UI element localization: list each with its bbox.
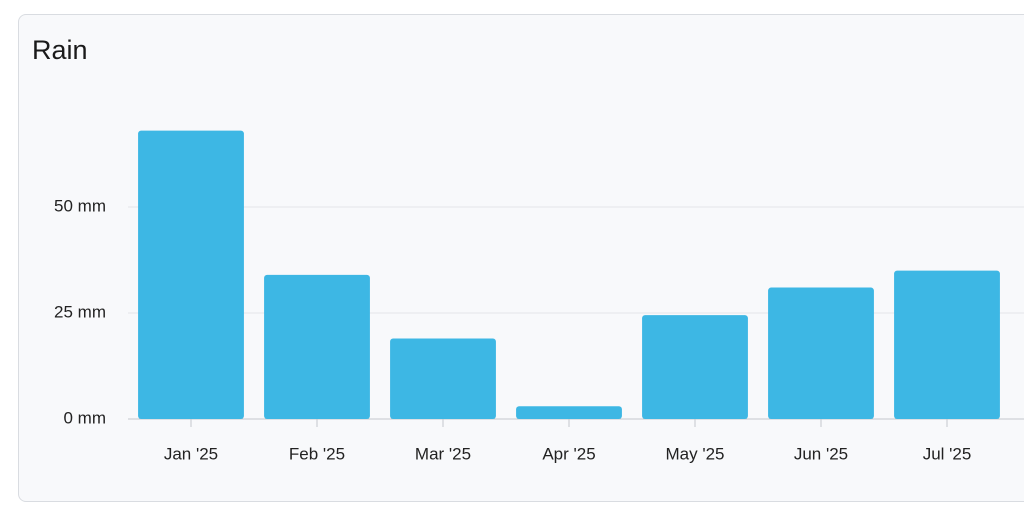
x-tick-label: Jan '25 [164,444,218,463]
x-tick-label: Jun '25 [794,444,848,463]
y-tick-label: 50 mm [54,196,106,215]
y-tick-label: 0 mm [64,408,107,427]
y-tick-label: 25 mm [54,302,106,321]
bar [516,406,622,419]
chart-title: Rain [32,35,88,65]
bar [642,315,748,419]
x-tick-label: May '25 [666,444,725,463]
bar [138,130,244,419]
bar [390,338,496,419]
bar [768,287,874,419]
x-tick-label: Apr '25 [542,444,595,463]
x-tick-label: Feb '25 [289,444,345,463]
bar [264,274,370,419]
x-tick-label: Mar '25 [415,444,471,463]
bar [894,270,1000,419]
x-tick-label: Jul '25 [923,444,972,463]
